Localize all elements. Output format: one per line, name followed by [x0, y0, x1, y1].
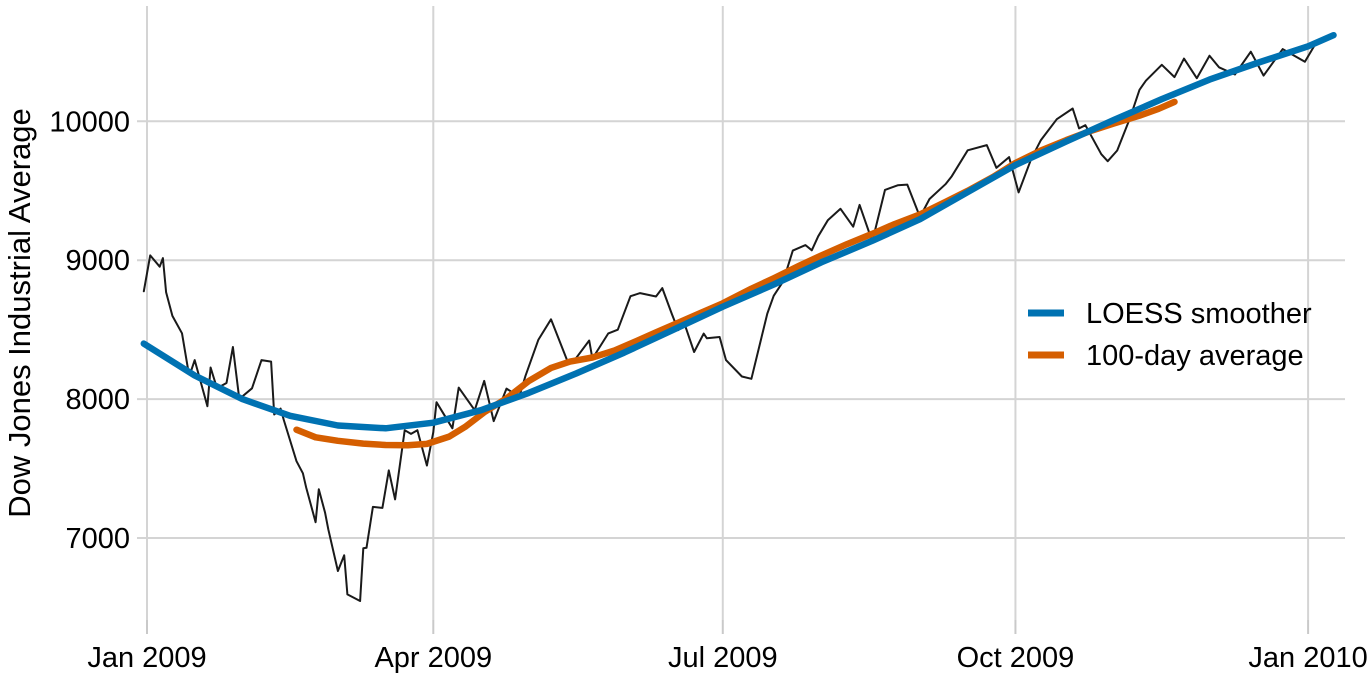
series-loess-smoother: [140, 31, 1337, 432]
chart-series: [140, 31, 1337, 602]
x-axis-labels: Jan 2009 Apr 2009 Jul 2009 Oct 2009 Jan 2010: [87, 642, 1367, 674]
x-tick-label: Jan 2010: [1248, 642, 1367, 674]
y-tick-label: 7000: [65, 523, 130, 555]
legend-label-100day: 100-day average: [1086, 340, 1304, 372]
x-tick-label: Oct 2009: [957, 642, 1075, 674]
y-axis-title: Dow Jones Industrial Average: [2, 108, 37, 518]
legend-label-loess: LOESS smoother: [1086, 298, 1312, 330]
x-tick-label: Jul 2009: [668, 642, 778, 674]
gridlines: [137, 6, 1345, 620]
legend: LOESS smoother 100-day average: [1028, 298, 1312, 372]
x-tick-label: Jan 2009: [87, 642, 206, 674]
x-tick-label: Apr 2009: [374, 642, 492, 674]
y-axis-labels: 7000 8000 9000 10000: [49, 106, 130, 555]
y-tick-label: 10000: [49, 106, 130, 138]
axis-ticks: [145, 620, 1310, 634]
y-tick-label: 8000: [65, 384, 130, 416]
y-tick-label: 9000: [65, 245, 130, 277]
